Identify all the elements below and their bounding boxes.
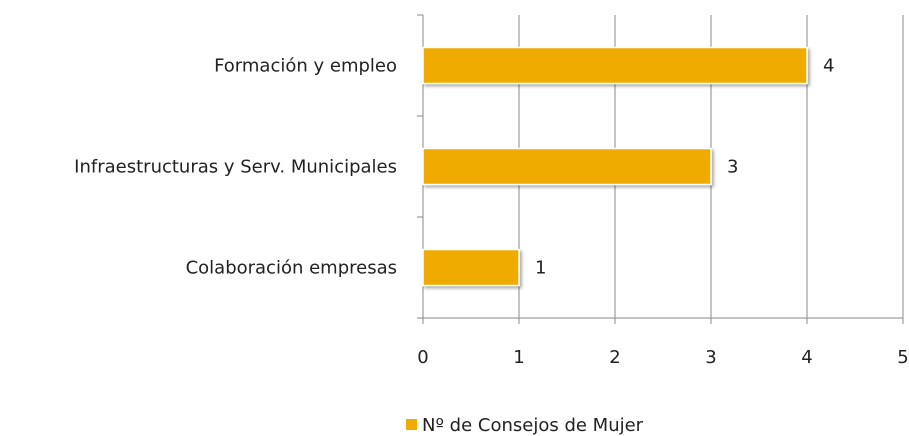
bar [422, 147, 712, 186]
data-label: 4 [823, 56, 834, 77]
y-tick-label: Colaboración empresas [186, 258, 397, 279]
y-tick-label: Formación y empleo [214, 56, 397, 77]
x-tick-label: 0 [417, 347, 428, 368]
legend-label: Nº de Consejos de Mujer [422, 415, 644, 436]
x-tick-label: 2 [609, 347, 620, 368]
y-tick-label: Infraestructuras y Serv. Municipales [74, 157, 397, 178]
bar [422, 46, 808, 85]
data-label: 3 [727, 157, 738, 178]
x-tick-label: 4 [801, 347, 812, 368]
legend-swatch [406, 419, 417, 430]
x-tick-label: 1 [513, 347, 524, 368]
x-tick-label: 5 [897, 347, 908, 368]
bar [422, 248, 520, 287]
x-tick-label: 3 [705, 347, 716, 368]
data-label: 1 [535, 258, 546, 279]
